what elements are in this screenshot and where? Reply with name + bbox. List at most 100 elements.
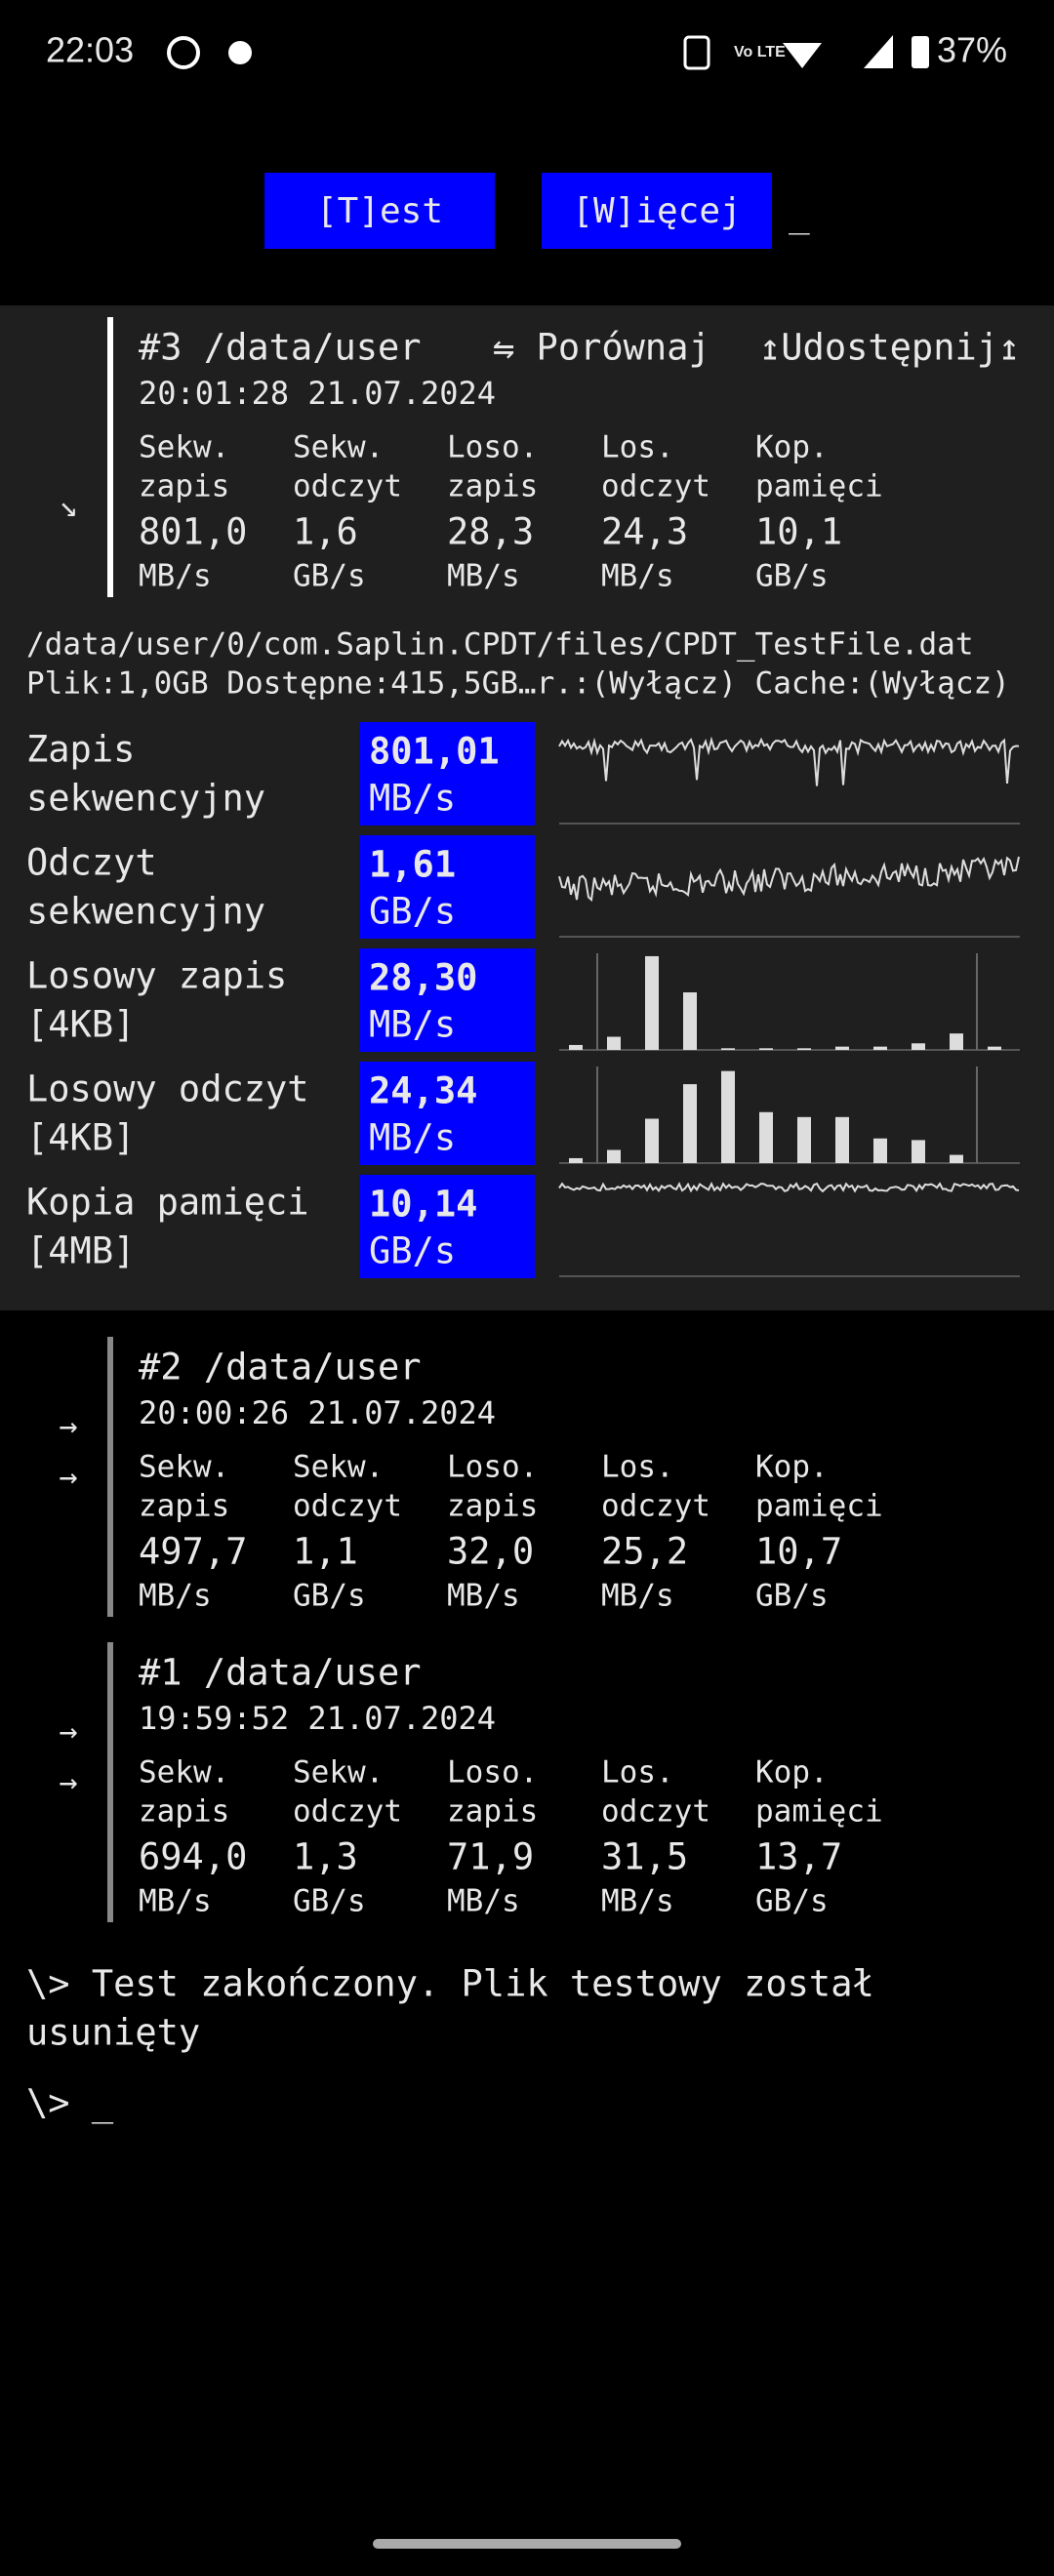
metric-unit: MB/s [447,1884,520,1919]
result-unit: GB/s [369,891,456,933]
arrow: ↘ [59,487,77,524]
metric-unit: MB/s [601,559,674,594]
bar [645,1118,659,1163]
card-bar [107,317,113,597]
whatsapp-icon [167,36,200,69]
console-message: \> Test zakończony. Plik testowy został [26,1963,874,2005]
metric-unit: GB/s [755,559,829,594]
test-label: Zapis [26,729,135,771]
result-box [359,948,535,1052]
button[interactable] [542,173,772,249]
result-value: 801,01 [369,731,500,773]
share-button[interactable]: ↥Udostępnij↥ [759,327,1020,369]
timestamp: 19:59:52 21.07.2024 [139,1700,496,1737]
metric-label: odczyt [601,469,710,504]
cursor: _ [789,195,810,235]
metric-label: Kop. [755,430,829,465]
metric-unit: MB/s [139,1884,212,1919]
clock: 22:03 [46,30,134,70]
test-label: Losowy odczyt [26,1068,309,1110]
result-box [359,1062,535,1165]
bar [797,1116,811,1163]
battery: 37% [937,30,1007,70]
metric-value: 10,1 [755,511,842,553]
file-info: Plik:1,0GB Dostępne:415,5GB…r.:(Wyłącz) … [26,666,1010,702]
bar [873,1138,887,1163]
metric-label: zapis [139,1489,229,1524]
test-label: sekwencyjny [26,891,265,933]
home-indicator [373,2539,681,2549]
metric-label: pamięci [755,469,883,504]
metric-label: Sekw. [139,1450,229,1485]
trace [558,1182,1020,1193]
metric-unit: MB/s [601,1884,674,1919]
result-box [359,835,535,939]
metric-label: pamięci [755,1794,883,1830]
metric-value: 1,3 [293,1836,358,1878]
metric-label: Kop. [755,1755,829,1791]
metric-unit: GB/s [293,559,366,594]
bar [759,1111,773,1163]
test-label: Odczyt [26,842,157,884]
arrow: → [59,1458,77,1495]
result-value: 28,30 [369,957,477,999]
metric-unit: MB/s [447,559,520,594]
bar [721,1070,735,1163]
metric-value: 694,0 [139,1836,247,1878]
metric-unit: GB/s [755,1579,829,1614]
bar [645,955,659,1050]
metric-value: 1,6 [293,511,358,553]
metric-label: Sekw. [293,1755,384,1791]
result-value: 10,14 [369,1184,477,1226]
bar [683,992,697,1050]
metric-label: odczyt [293,1794,402,1830]
bar [569,1044,583,1050]
card-bar [107,1337,113,1617]
card-title: #2 /data/user [139,1347,422,1389]
test-label: sekwencyjny [26,778,265,820]
bar [797,1048,811,1050]
metric-value: 25,2 [601,1531,688,1573]
metric-label: Sekw. [293,1450,384,1485]
button[interactable] [264,173,495,249]
metric-label: Loso. [447,1755,538,1791]
arrow: → [59,1712,77,1750]
bar [607,1036,621,1050]
metric-unit: MB/s [601,1579,674,1614]
bar [569,1157,583,1163]
trace [558,736,1020,786]
metric-value: 801,0 [139,511,247,553]
test-label: Kopia pamięci [26,1182,309,1224]
result-unit: GB/s [369,1230,456,1272]
svg-text:Vo LTE: Vo LTE [734,44,786,60]
metric-label: pamięci [755,1489,883,1524]
metric-label: odczyt [601,1794,710,1830]
bar [950,1033,963,1050]
bar [835,1116,849,1163]
metric-label: Loso. [447,430,538,465]
metric-value: 10,7 [755,1531,842,1573]
test-label: [4KB] [26,1004,135,1046]
result-value: 24,34 [369,1070,477,1112]
arrow: → [59,1407,77,1444]
card-title: #1 /data/user [139,1652,422,1694]
button-label[interactable]: [T]est [316,191,443,231]
app-icon [228,41,252,64]
result-box [359,1175,535,1278]
console-message: usunięty [26,2012,200,2054]
file-info: /data/user/0/com.Saplin.CPDT/files/CPDT_… [26,627,974,663]
metric-value: 24,3 [601,511,688,553]
metric-unit: GB/s [293,1579,366,1614]
metric-value: 28,3 [447,511,534,553]
status-icons: Vo LTE [683,35,929,70]
button-label[interactable]: [W]ięcej [572,191,741,231]
metric-unit: GB/s [755,1884,829,1919]
compare-button[interactable]: ⇋ Porównaj [493,327,710,369]
metric-label: zapis [447,1794,538,1830]
arrow: → [59,1763,77,1800]
metric-label: Sekw. [139,430,229,465]
metric-label: zapis [447,469,538,504]
test-label: Losowy zapis [26,955,287,997]
metric-label: odczyt [601,1489,710,1524]
